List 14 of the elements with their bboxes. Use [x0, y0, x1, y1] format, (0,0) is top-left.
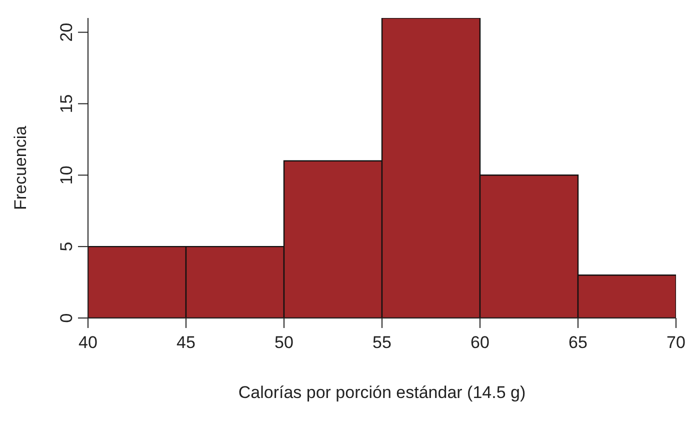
y-tick-label: 10 [57, 166, 76, 185]
x-tick-label: 45 [176, 333, 196, 352]
x-tick-label: 55 [372, 333, 392, 352]
y-tick-label: 20 [57, 22, 76, 42]
x-tick-label: 40 [78, 333, 98, 352]
x-tick-label: 60 [470, 333, 490, 352]
y-axis-title: Frecuencia [11, 125, 30, 210]
y-tick-label: 0 [57, 313, 76, 323]
x-tick-label: 70 [666, 333, 686, 352]
y-tick-label: 5 [57, 242, 76, 252]
x-tick-label: 50 [274, 333, 294, 352]
y-tick-label: 15 [57, 94, 76, 114]
x-tick-label: 65 [568, 333, 588, 352]
x-axis-title: Calorías por porción estándar (14.5 g) [238, 383, 526, 402]
